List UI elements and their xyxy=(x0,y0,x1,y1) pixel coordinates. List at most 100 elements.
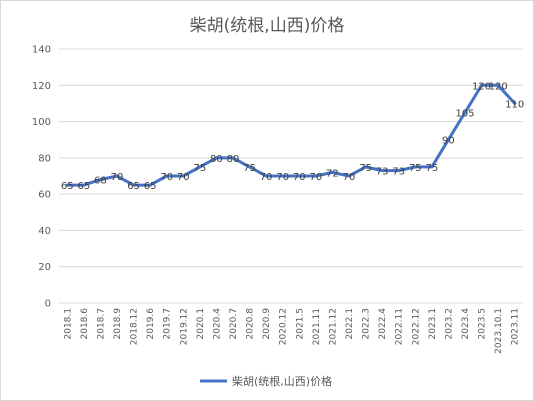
data-label: 75 xyxy=(359,163,372,174)
data-label: 73 xyxy=(376,167,389,178)
data-label: 120 xyxy=(489,81,508,92)
x-tick-label: 2021.11 xyxy=(312,308,322,345)
data-point xyxy=(330,170,334,174)
data-label: 75 xyxy=(193,163,206,174)
data-label: 90 xyxy=(442,136,455,147)
data-point xyxy=(446,138,450,142)
x-tick-label: 2019.7 xyxy=(163,308,173,340)
data-point xyxy=(165,174,169,178)
x-tick-label: 2022.1 xyxy=(345,308,355,340)
x-axis: 2018.1 2018.6 2018.7 2018.9 2018.12 2019.6 201… xyxy=(63,308,520,354)
data-point xyxy=(314,174,318,178)
gridlines xyxy=(59,48,523,304)
data-point xyxy=(347,174,351,178)
y-axis: 0 20 40 60 80 100 120 140 xyxy=(32,45,51,310)
data-label: 75 xyxy=(409,163,422,174)
chart-title: 柴胡(统根,山西)价格 xyxy=(190,16,345,36)
x-tick-label: 2023.5 xyxy=(478,308,488,340)
data-point xyxy=(65,183,69,187)
legend: 柴胡(统根,山西)价格 xyxy=(200,374,332,388)
data-point xyxy=(380,169,384,173)
data-point xyxy=(198,165,202,169)
data-point xyxy=(281,174,285,178)
data-label: 70 xyxy=(343,172,356,183)
y-tick-label: 80 xyxy=(38,153,51,164)
data-label: 72 xyxy=(326,168,339,179)
data-point xyxy=(364,165,368,169)
y-tick-label: 20 xyxy=(38,262,51,273)
x-tick-label: 2023.11 xyxy=(511,308,521,345)
x-tick-label: 2020.1 xyxy=(196,308,206,340)
x-tick-label: 2020.8 xyxy=(246,308,256,340)
x-tick-label: 2022.12 xyxy=(411,308,421,345)
x-tick-label: 2023.4 xyxy=(461,308,471,340)
data-label: 70 xyxy=(160,172,173,183)
x-tick-label: 2019.6 xyxy=(146,308,156,340)
x-tick-label: 2022.4 xyxy=(378,308,388,340)
x-tick-label: 2018.6 xyxy=(80,308,90,340)
x-tick-label: 2020.9 xyxy=(262,308,272,340)
data-label: 75 xyxy=(243,163,256,174)
data-label: 65 xyxy=(127,181,140,192)
data-label: 65 xyxy=(77,181,90,192)
data-label: 70 xyxy=(260,172,273,183)
data-label: 80 xyxy=(227,154,240,165)
data-point xyxy=(248,165,252,169)
y-tick-label: 0 xyxy=(45,299,51,310)
data-point xyxy=(214,156,218,160)
x-tick-label: 2018.12 xyxy=(130,308,140,345)
y-tick-label: 40 xyxy=(38,226,51,237)
x-tick-label: 2018.9 xyxy=(113,308,123,340)
data-point xyxy=(463,111,467,114)
data-point xyxy=(513,101,517,105)
data-point xyxy=(82,183,86,187)
x-tick-label: 2023.1 xyxy=(428,308,438,340)
x-tick-label: 2022.3 xyxy=(362,308,372,340)
data-label: 80 xyxy=(210,154,223,165)
data-label: 70 xyxy=(276,172,289,183)
data-point xyxy=(115,174,119,178)
x-tick-label: 2021.12 xyxy=(328,308,338,345)
x-tick-label: 2018.7 xyxy=(96,308,106,340)
x-tick-label: 2022.11 xyxy=(395,308,405,345)
data-point xyxy=(264,174,268,178)
data-point xyxy=(181,174,185,178)
data-point xyxy=(231,156,235,160)
data-point xyxy=(413,165,417,169)
y-tick-label: 120 xyxy=(32,81,51,92)
x-tick-label: 2023.2 xyxy=(444,308,454,340)
data-point xyxy=(397,169,401,173)
data-label: 70 xyxy=(293,172,306,183)
series-line xyxy=(65,83,517,187)
data-point xyxy=(496,83,500,87)
x-tick-label: 2020.7 xyxy=(229,308,239,340)
data-label: 70 xyxy=(309,172,322,183)
data-label: 105 xyxy=(455,109,474,120)
y-tick-label: 100 xyxy=(32,117,51,128)
data-point xyxy=(430,165,434,169)
x-tick-label: 2020.12 xyxy=(279,308,289,345)
data-label: 75 xyxy=(425,163,438,174)
x-tick-label: 2019.12 xyxy=(179,308,189,345)
data-label: 65 xyxy=(61,181,74,192)
data-label: 120 xyxy=(472,81,491,92)
data-point xyxy=(132,183,136,187)
x-tick-label: 2018.1 xyxy=(63,308,73,340)
data-label: 110 xyxy=(505,99,524,110)
data-label: 65 xyxy=(144,181,157,192)
y-tick-label: 140 xyxy=(32,45,51,56)
x-tick-label: 2020.4 xyxy=(212,308,222,340)
x-tick-label: 2021.5 xyxy=(295,308,305,340)
legend-entry: 柴胡(统根,山西)价格 xyxy=(232,374,332,388)
data-label: 70 xyxy=(177,172,190,183)
data-point xyxy=(297,174,301,178)
x-tick-label: 2023.10.1 xyxy=(494,308,504,354)
data-label: 70 xyxy=(111,172,124,183)
series-layer xyxy=(65,83,517,187)
data-label: 73 xyxy=(392,167,405,178)
data-point xyxy=(148,183,152,187)
data-point xyxy=(480,83,484,87)
